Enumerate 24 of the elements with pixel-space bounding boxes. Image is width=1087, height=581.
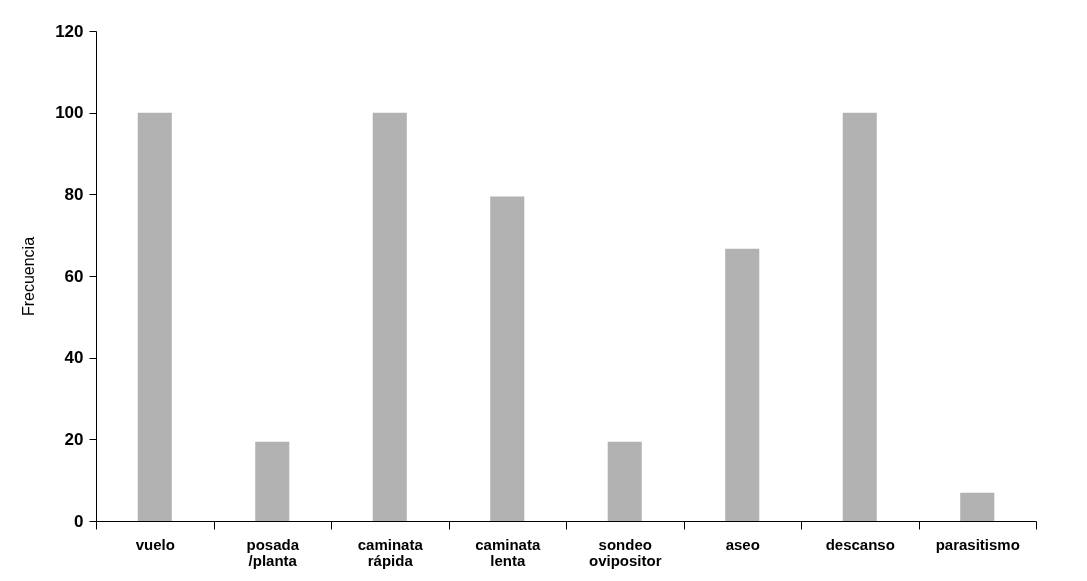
y-axis-title: Frecuencia [20,236,38,317]
y-tick-label: 120 [55,21,84,41]
y-tick-label: 60 [64,266,84,286]
y-tick-label: 80 [64,184,84,204]
x-tick-label: caminata rápida [357,535,424,569]
x-tick-label: descanso [825,535,895,553]
bar [372,112,407,521]
x-tick-label: sondeo ovipositor [588,535,662,569]
bar [255,441,290,521]
y-tick-label: 20 [64,429,84,449]
bar [725,248,760,521]
x-tick-label: posada /planta [246,535,300,569]
x-tick-label: parasitismo [935,535,1020,553]
x-tick-label: caminata lenta [475,535,541,569]
y-tick-label: 0 [74,511,84,531]
x-tick-label: aseo [725,535,760,553]
y-tick-label: 100 [55,103,84,123]
bar [137,112,172,521]
bar [490,196,525,521]
y-tick-label: 40 [64,348,84,368]
bar [960,492,995,521]
bar [842,112,877,521]
bar [607,441,642,521]
x-tick-label: vuelo [135,535,175,553]
